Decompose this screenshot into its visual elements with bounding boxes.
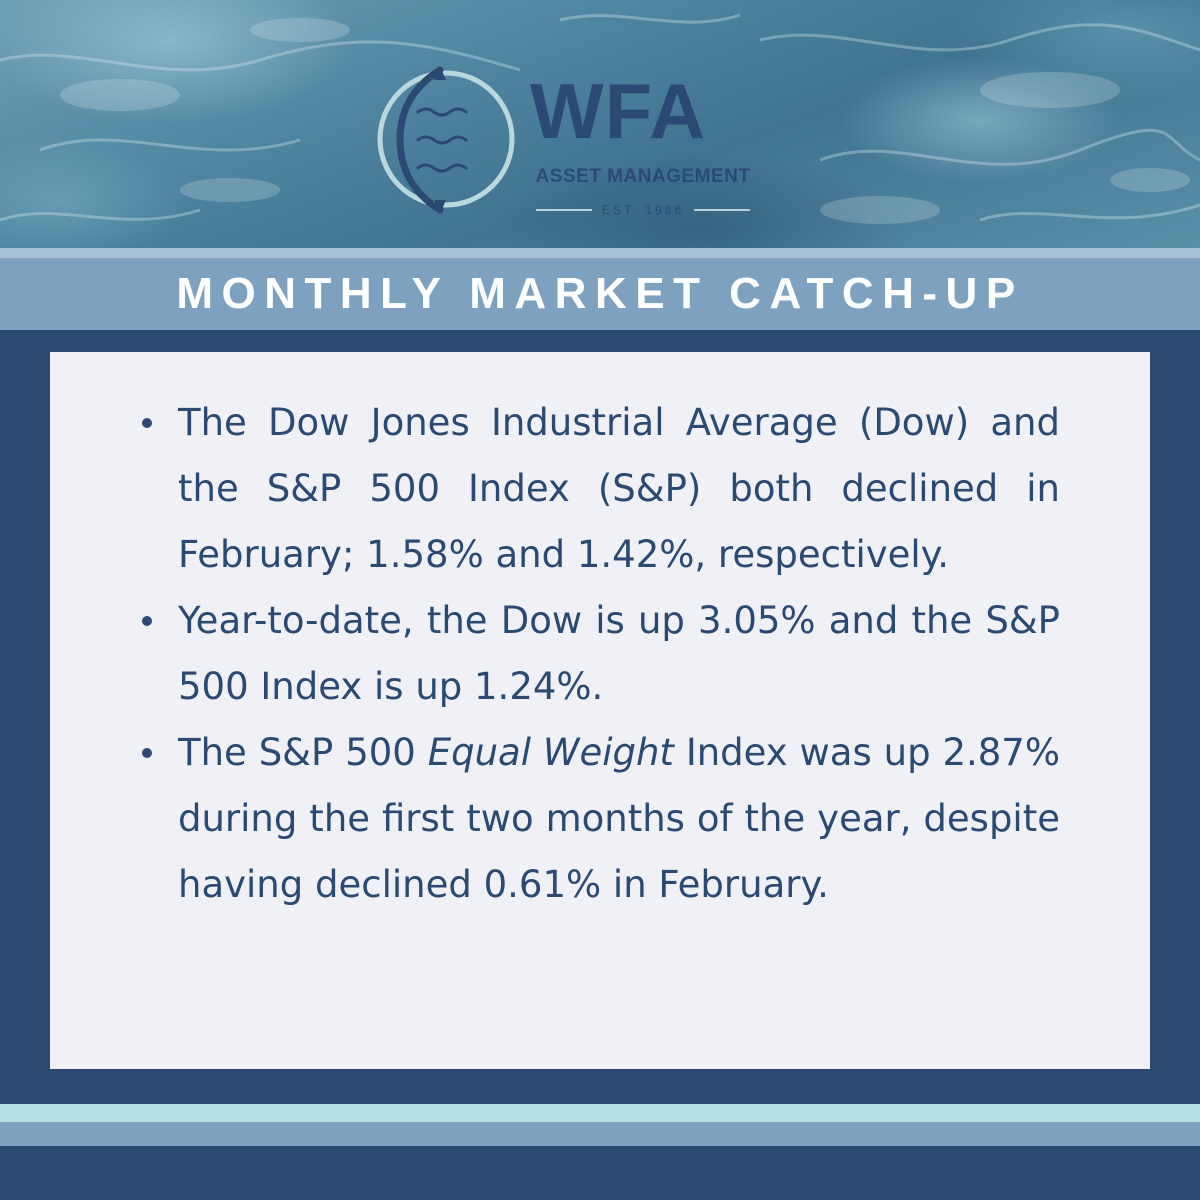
footer-blue-band	[0, 1122, 1200, 1146]
list-item: The Dow Jones Industrial Average (Dow) a…	[128, 390, 1060, 588]
list-item: The S&P 500 Equal Weight Index was up 2.…	[128, 720, 1060, 918]
bullet-text-italic: Equal Weight	[427, 731, 674, 774]
bullet-text-before: The S&P 500	[178, 731, 428, 774]
ocean-texture	[0, 13, 1200, 224]
bullet-text-after: Index was up 2.87% during the first two …	[178, 731, 1060, 906]
wfa-logo: WFA ASSET MANAGEMENT EST. 1986	[370, 62, 770, 222]
divider-line-left	[535, 209, 592, 211]
footer-aqua-band	[0, 1104, 1200, 1122]
title-banner: MONTHLY MARKET CATCH-UP	[0, 258, 1200, 330]
page-title: MONTHLY MARKET CATCH-UP	[176, 269, 1024, 318]
header-divider-band	[0, 248, 1200, 258]
logo-established-row: EST. 1986	[520, 200, 766, 220]
logo-subtitle: ASSET MANAGEMENT	[535, 166, 751, 187]
ocean-background-header: WFA ASSET MANAGEMENT EST. 1986	[0, 0, 1200, 248]
established-text: EST. 1986	[601, 203, 685, 217]
bullet-list: The Dow Jones Industrial Average (Dow) a…	[128, 390, 1060, 918]
bullet-text: The Dow Jones Industrial Average (Dow) a…	[178, 401, 1060, 576]
divider-line-right	[694, 209, 751, 211]
logo-wordmark: WFA	[530, 67, 707, 155]
list-item: Year-to-date, the Dow is up 3.05% and th…	[128, 588, 1060, 720]
compass-circle-with-waves-icon	[377, 66, 515, 214]
content-panel	[50, 352, 1150, 1069]
bullet-text: Year-to-date, the Dow is up 3.05% and th…	[178, 599, 1060, 708]
